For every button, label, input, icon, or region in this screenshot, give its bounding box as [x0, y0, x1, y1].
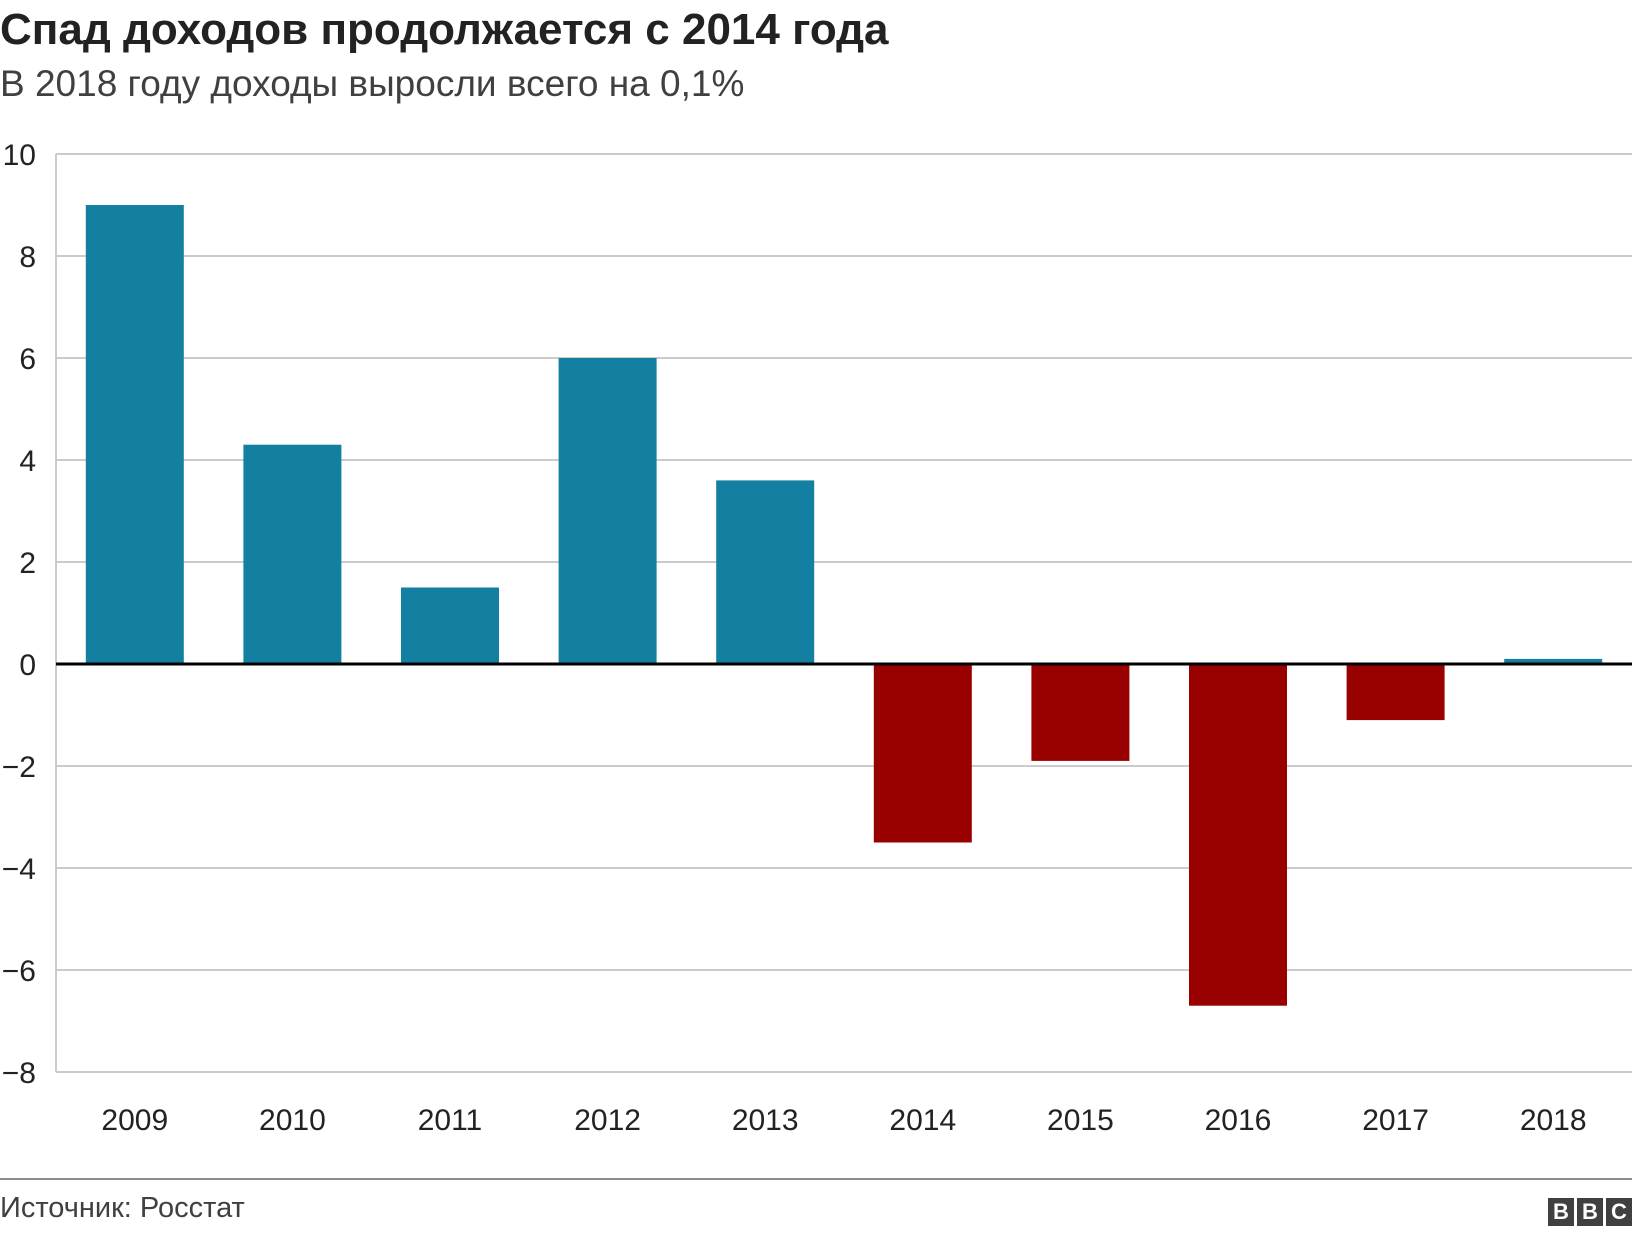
bar-2014 — [873, 664, 972, 843]
bar-2009 — [85, 205, 184, 664]
chart-subtitle: В 2018 году доходы выросли всего на 0,1% — [0, 63, 745, 104]
footer-divider — [0, 1178, 1632, 1180]
source-note: Источник: Росстат — [0, 1192, 245, 1224]
y-tick-label: 0 — [19, 649, 36, 682]
bars — [85, 205, 1603, 1006]
x-tick-label: 2013 — [732, 1104, 799, 1137]
y-tick-label: 10 — [3, 139, 36, 172]
y-tick-label: 2 — [19, 547, 36, 580]
x-axis-ticks: 2009 2010 2011 2012 2013 2014 2015 2016 2017 2018 — [101, 1104, 1586, 1137]
y-tick-label: −6 — [2, 955, 36, 988]
logo-letter-b2: B — [1577, 1198, 1603, 1226]
bar-2013 — [716, 480, 815, 664]
bar-2011 — [401, 587, 499, 664]
x-tick-label: 2011 — [418, 1104, 483, 1137]
y-tick-label: 8 — [19, 241, 36, 274]
x-tick-label: 2010 — [259, 1104, 326, 1137]
y-tick-label: −4 — [2, 853, 36, 886]
x-tick-label: 2017 — [1362, 1104, 1429, 1137]
bar-2017 — [1346, 664, 1445, 721]
x-tick-label: 2012 — [574, 1104, 641, 1137]
y-axis-ticks: 10 8 6 4 2 0 −2 −4 −6 −8 — [2, 139, 36, 1090]
y-tick-label: −8 — [2, 1057, 36, 1090]
x-tick-label: 2009 — [101, 1104, 168, 1137]
x-tick-label: 2015 — [1047, 1104, 1114, 1137]
logo-letter-c: C — [1606, 1198, 1632, 1226]
x-tick-label: 2018 — [1520, 1104, 1587, 1137]
bar-2012 — [558, 358, 657, 664]
chart-title: Спад доходов продолжается с 2014 года — [0, 5, 889, 54]
bar-2010 — [243, 444, 342, 664]
y-tick-label: 6 — [19, 343, 36, 376]
bbc-logo: B B C — [1548, 1198, 1632, 1226]
x-tick-label: 2014 — [889, 1104, 956, 1137]
logo-letter-b1: B — [1548, 1198, 1574, 1226]
y-tick-label: −2 — [2, 751, 36, 784]
bar-chart: 10 8 6 4 2 0 −2 −4 −6 −8 2009 2010 2011 2012 2013 2014… — [2, 139, 1632, 1137]
bar-2018 — [1504, 658, 1603, 664]
bar-2015 — [1031, 664, 1130, 761]
bar-2016 — [1189, 664, 1287, 1006]
y-tick-label: 4 — [19, 445, 36, 478]
x-tick-label: 2016 — [1205, 1104, 1272, 1137]
